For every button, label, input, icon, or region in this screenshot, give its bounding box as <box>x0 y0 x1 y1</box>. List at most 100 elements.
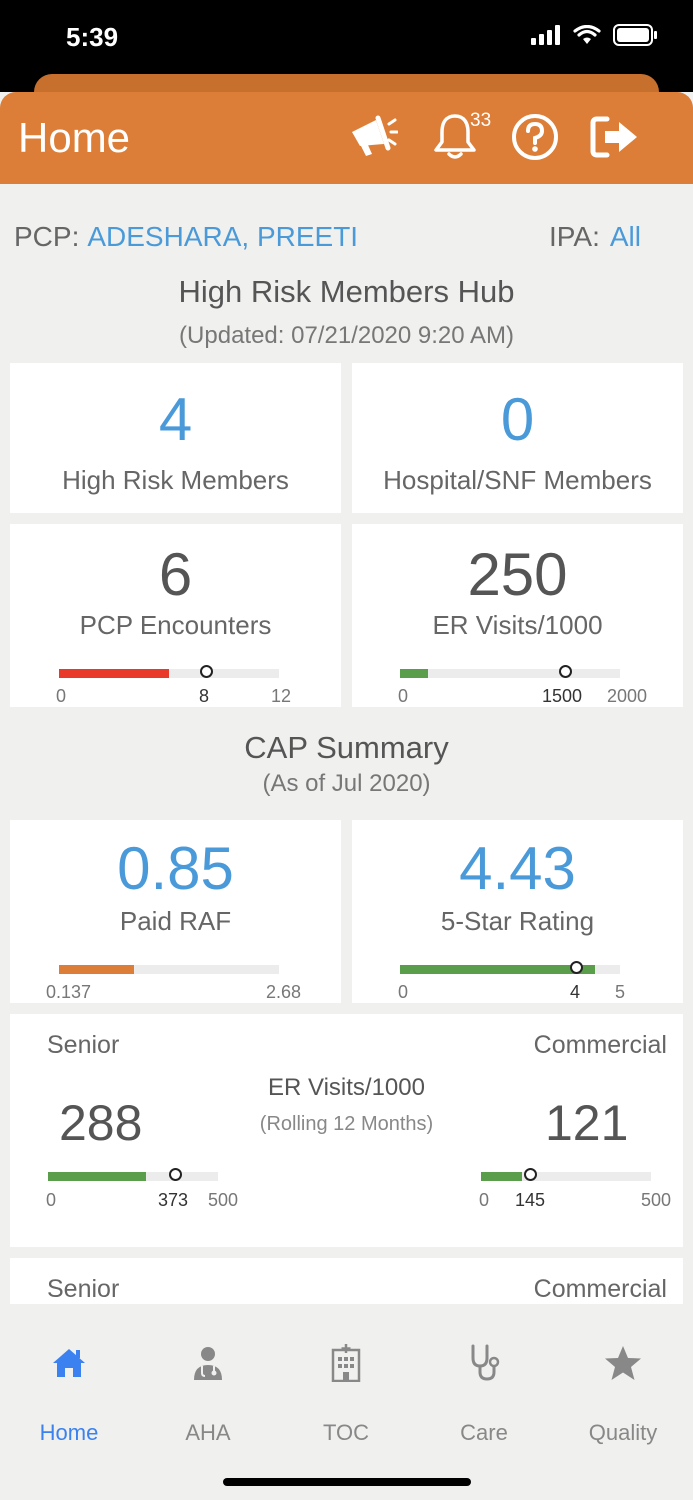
doctor-icon <box>194 1347 222 1380</box>
hub-title: High Risk Members Hub <box>178 274 515 309</box>
tab-label: TOC <box>322 1420 370 1445</box>
notification-count: 33 <box>470 110 492 131</box>
hospital-snf-count: 0 <box>500 386 535 453</box>
bar-target: 4 <box>570 982 581 1002</box>
high-risk-label: High Risk Members <box>62 465 289 495</box>
star-rating-label: 5-Star Rating <box>440 906 595 936</box>
ipa-value[interactable]: All <box>609 221 641 252</box>
help-icon <box>512 114 558 160</box>
bar-min: 0 <box>398 686 409 706</box>
bar-min: 0 <box>56 686 67 706</box>
tab-toc[interactable]: TOC <box>286 1342 406 1446</box>
bar-min: 0 <box>398 982 409 1002</box>
bar-max: 500 <box>208 1190 239 1210</box>
bar-max: 2000 <box>607 686 648 706</box>
announcement-button[interactable] <box>346 110 400 164</box>
progress-bar <box>400 961 620 974</box>
paid-raf-card[interactable]: 0.85 Paid RAF 0.137 2.68 <box>10 820 341 1003</box>
cap-summary-title: CAP Summary <box>244 730 449 765</box>
target-marker <box>199 665 213 678</box>
paid-raf-value: 0.85 <box>117 835 234 902</box>
stethoscope-icon <box>471 1344 500 1381</box>
progress-fill <box>59 965 134 974</box>
commercial-label: Commercial <box>533 1031 667 1059</box>
home-icon <box>53 1349 85 1377</box>
help-button[interactable] <box>508 110 562 164</box>
home-indicator <box>223 1478 471 1486</box>
tab-label: Care <box>460 1420 508 1445</box>
bar-max: 500 <box>641 1190 672 1210</box>
er-visits-label: ER Visits/1000 <box>432 610 603 640</box>
status-time: 5:39 <box>66 22 119 52</box>
pcp-encounters-label: PCP Encounters <box>79 610 272 640</box>
pcp-encounters-card[interactable]: 6 PCP Encounters 0 8 12 <box>10 524 341 707</box>
progress-fill <box>481 1172 523 1181</box>
status-icons <box>531 24 659 46</box>
page-title: Home <box>18 114 131 161</box>
star-rating-card[interactable]: 4.43 5-Star Rating 0 4 5 <box>352 820 683 1003</box>
star-rating-value: 4.43 <box>459 835 576 902</box>
next-summary-card[interactable]: Senior Commercial <box>10 1258 683 1304</box>
bell-icon <box>434 114 476 159</box>
tab-aha[interactable]: AHA <box>148 1342 268 1446</box>
home-content[interactable]: PCP: ADESHARA, PREETI IPA: All High Risk M… <box>0 184 693 1304</box>
pcp-encounters-value: 6 <box>158 541 193 608</box>
cap-summary-subtitle: (As of Jul 2020) <box>262 770 431 797</box>
senior-progress-bar <box>48 1168 218 1181</box>
pcp-filter[interactable]: PCP: ADESHARA, PREETI <box>14 221 358 253</box>
notifications-button[interactable] <box>428 110 482 164</box>
bottom-tab-bar: Home AHA TOC <box>0 1304 693 1500</box>
hub-updated: (Updated: 07/21/2020 9:20 AM) <box>179 322 514 349</box>
progress-bar <box>59 965 279 974</box>
er-visits-card[interactable]: 250 ER Visits/1000 0 1500 2000 <box>352 524 683 707</box>
progress-bar <box>400 665 620 678</box>
er-rolling-title: ER Visits/1000 <box>268 1074 425 1101</box>
ipa-label: IPA: <box>549 221 600 252</box>
wifi-icon <box>573 25 601 44</box>
megaphone-icon <box>352 115 398 156</box>
bar-min: 0.137 <box>46 982 92 1002</box>
bar-target: 1500 <box>542 686 583 706</box>
pcp-value[interactable]: ADESHARA, PREETI <box>87 221 359 252</box>
er-visits-value: 250 <box>467 541 568 608</box>
tab-care[interactable]: Care <box>424 1342 544 1446</box>
tab-label: Quality <box>588 1420 658 1445</box>
tab-quality[interactable]: Quality <box>563 1342 683 1446</box>
pcp-label: PCP: <box>14 221 80 252</box>
target-marker <box>524 1168 538 1181</box>
hospital-snf-card[interactable]: 0 Hospital/SNF Members <box>352 363 683 513</box>
commercial-progress-bar <box>481 1168 651 1181</box>
bar-target: 373 <box>158 1190 189 1210</box>
logout-button[interactable] <box>588 110 642 164</box>
bar-target: 8 <box>199 686 210 706</box>
bar-max: 12 <box>271 686 292 706</box>
app-header: Home 33 <box>0 92 693 184</box>
signal-icon <box>531 25 560 45</box>
senior-label: Senior <box>47 1275 120 1303</box>
high-risk-members-card[interactable]: 4 High Risk Members <box>10 363 341 513</box>
target-marker <box>168 1168 182 1181</box>
star-icon <box>605 1346 641 1380</box>
er-rolling-card[interactable]: Senior Commercial ER Visits/1000 (Rollin… <box>10 1014 683 1247</box>
senior-label: Senior <box>47 1031 120 1059</box>
target-marker <box>559 665 572 678</box>
hospital-snf-label: Hospital/SNF Members <box>383 465 652 495</box>
er-rolling-subtitle: (Rolling 12 Months) <box>259 1113 434 1135</box>
bar-max: 5 <box>615 982 626 1002</box>
bar-target: 145 <box>515 1190 546 1210</box>
hospital-icon <box>331 1344 361 1382</box>
progress-fill <box>400 965 595 974</box>
tab-label: Home <box>39 1420 99 1445</box>
target-marker <box>570 961 583 974</box>
ipa-filter[interactable]: IPA: All <box>549 221 641 253</box>
bar-min: 0 <box>479 1190 490 1210</box>
logout-icon <box>590 116 637 158</box>
bar-max: 2.68 <box>266 982 302 1002</box>
tab-home[interactable]: Home <box>9 1342 129 1446</box>
progress-fill <box>400 669 428 678</box>
senior-er-value: 288 <box>59 1095 143 1151</box>
bar-min: 0 <box>46 1190 57 1210</box>
progress-fill <box>48 1172 146 1181</box>
commercial-er-value: 121 <box>545 1095 629 1151</box>
progress-fill <box>59 669 169 678</box>
